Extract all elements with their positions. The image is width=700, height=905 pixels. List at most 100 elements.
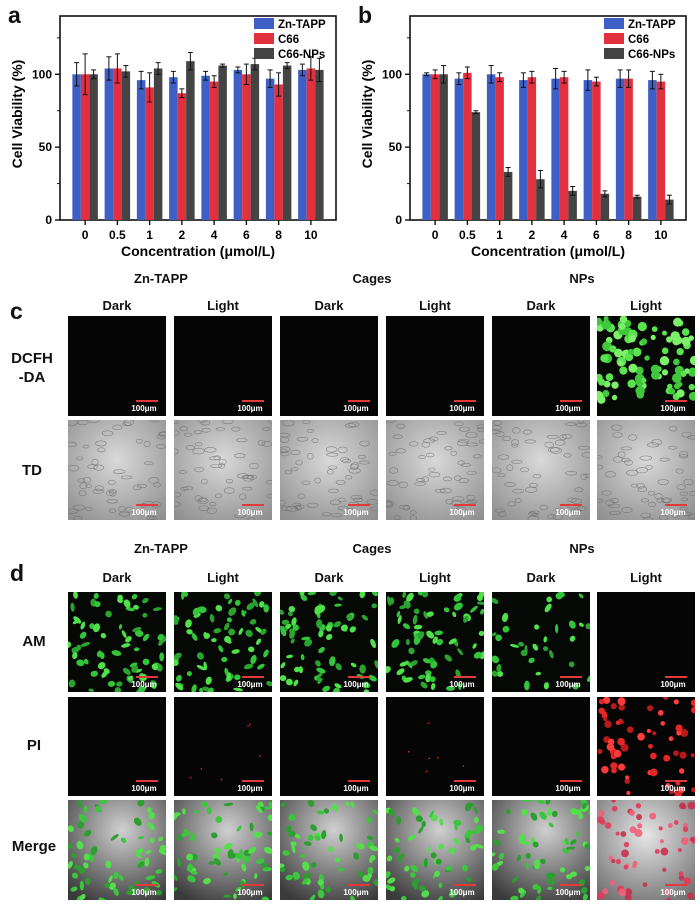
plot-frame [409, 15, 687, 221]
y-tick-label: 50 [39, 140, 53, 154]
bar-a-zn-tapp-4 [201, 75, 210, 220]
y-tick-label: 0 [45, 213, 52, 227]
legend-label: C66-NPs [628, 49, 675, 61]
scale-bar-line [242, 780, 264, 782]
c-col-title-0: Dark [102, 298, 132, 313]
x-tick-label: 0.5 [459, 228, 476, 242]
am-image-0: 100μm [68, 592, 166, 692]
scale-bar-label: 100μm [660, 888, 686, 897]
scale-bar-label: 100μm [237, 508, 263, 517]
scale-bar: 100μm [555, 400, 584, 413]
bar-b-zn-tapp-6 [583, 80, 593, 220]
bar-b-c66-1 [495, 77, 504, 220]
td-image-5: 100μm [597, 420, 695, 520]
plot-frame [59, 15, 337, 221]
scale-bar-label: 100μm [343, 680, 369, 689]
legend-label: C66 [278, 34, 299, 46]
d-col-title-1: Light [207, 570, 239, 585]
scale-bar-label: 100μm [449, 508, 475, 517]
bar-a-c66-6 [242, 74, 251, 221]
c-col-title-2: Dark [314, 298, 344, 313]
bar-b-c66-2 [527, 77, 537, 220]
d-col-title-3: Light [419, 570, 451, 585]
scale-bar: 100μm [343, 884, 372, 897]
scale-bar: 100μm [343, 780, 372, 793]
x-tick-label: 6 [243, 228, 250, 242]
bar-b-c66-10 [656, 81, 666, 220]
scale-bar: 100μm [449, 676, 478, 689]
y-tick-label: 100 [382, 67, 402, 81]
bar-a-c66-4 [209, 81, 219, 220]
dcfh-image-0: 100μm [68, 316, 166, 416]
merge-image-2: 100μm [280, 800, 378, 900]
legend-swatch [254, 33, 274, 44]
pi-image-3: 100μm [386, 697, 484, 796]
legend-swatch [604, 48, 624, 59]
scale-bar-label: 100μm [237, 784, 263, 793]
scale-bar: 100μm [131, 676, 160, 689]
pi-image-2: 100μm [280, 697, 378, 796]
scale-bar: 100μm [555, 504, 584, 517]
bar-b-zn-tapp-4 [551, 78, 560, 221]
scale-bar-line [454, 884, 476, 886]
scale-bar-line [348, 884, 370, 886]
scale-bar: 100μm [660, 676, 689, 689]
scale-bar-label: 100μm [660, 784, 686, 793]
c-col-title-4: Dark [526, 298, 556, 313]
scale-bar-label: 100μm [343, 784, 369, 793]
scale-bar: 100μm [131, 780, 160, 793]
bar-b-c66-6 [592, 81, 601, 220]
group-title-nps-d: NPs [569, 541, 595, 556]
bar-b-c66-8 [624, 78, 633, 221]
legend-label: Zn-TAPP [278, 19, 326, 31]
legend-swatch [254, 48, 274, 59]
bar-a-c66-1 [145, 87, 154, 221]
row-label-merge: Merge [11, 838, 57, 855]
legend-swatch [254, 18, 274, 29]
merge-image-4: 100μm [492, 800, 590, 900]
scale-bar-label: 100μm [237, 404, 263, 413]
scale-bar-line [560, 504, 582, 506]
scale-bar-label: 100μm [237, 680, 263, 689]
am-image-3: 100μm [386, 592, 484, 692]
bar-b-zn-tapp-8 [615, 78, 625, 221]
scale-bar-line [665, 780, 687, 782]
scale-bar-label: 100μm [660, 404, 686, 413]
scale-bar-label: 100μm [555, 404, 581, 413]
x-tick-label: 1 [146, 228, 153, 242]
bar-a-c66-10 [306, 68, 316, 220]
bar-b-c66-nps-8 [632, 196, 642, 220]
scale-bar-line [454, 400, 476, 402]
bar-b-c66-nps-4 [568, 190, 577, 220]
scale-bar-label: 100μm [555, 508, 581, 517]
bar-b-zn-tapp-10 [648, 80, 657, 220]
d-col-title-4: Dark [526, 570, 556, 585]
bar-a-c66-nps-0 [89, 74, 98, 221]
bar-a-zn-tapp-1 [136, 80, 146, 220]
bar-b-c66-0 [430, 74, 440, 221]
scale-bar-label: 100μm [131, 404, 157, 413]
scale-bar-label: 100μm [660, 680, 686, 689]
bar-a-zn-tapp-0 [72, 74, 81, 221]
bar-a-zn-tapp-6 [233, 69, 243, 221]
bar-b-c66-nps-0.5 [471, 112, 481, 220]
bar-a-zn-tapp-8 [265, 78, 275, 221]
scale-bar-line [242, 400, 264, 402]
scale-bar: 100μm [555, 884, 584, 897]
scale-bar-label: 100μm [343, 508, 369, 517]
dcfh-image-3: 100μm [386, 316, 484, 416]
x-tick-label: 8 [275, 228, 282, 242]
scale-bar-label: 100μm [449, 404, 475, 413]
scale-bar: 100μm [237, 676, 266, 689]
scale-bar-label: 100μm [555, 888, 581, 897]
td-image-0: 100μm [68, 420, 166, 520]
pi-image-0: 100μm [68, 697, 166, 796]
scale-bar: 100μm [237, 884, 266, 897]
scale-bar-label: 100μm [555, 680, 581, 689]
scale-bar-line [242, 884, 264, 886]
bar-a-c66-nps-1 [153, 68, 163, 220]
bar-b-c66-nps-1 [503, 171, 513, 220]
c-col-title-5: Light [630, 298, 662, 313]
y-axis-title: Cell Viability (%) [9, 60, 25, 169]
merge-image-0: 100μm [68, 800, 166, 900]
